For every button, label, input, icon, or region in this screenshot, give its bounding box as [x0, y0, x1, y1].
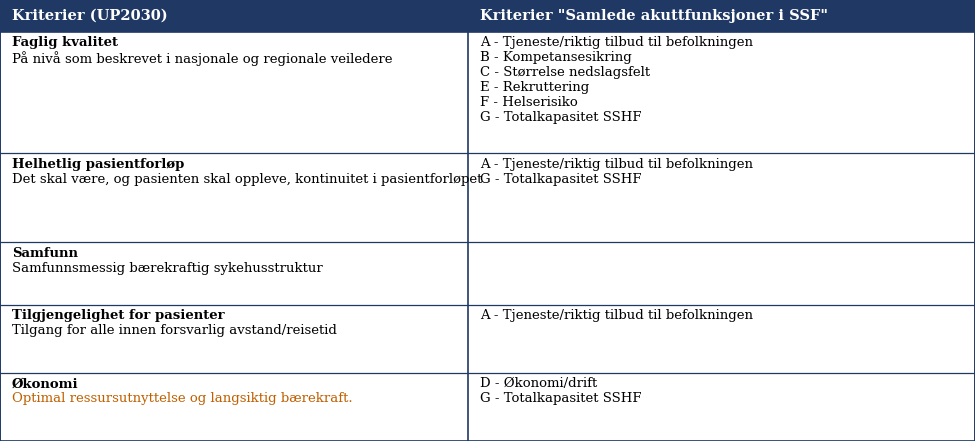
Text: C - Størrelse nedslagsfelt: C - Størrelse nedslagsfelt	[480, 66, 649, 79]
Bar	[0, 153, 468, 242]
Text: Optimal ressursutnyttelse og langsiktig bærekraft.: Optimal ressursutnyttelse og langsiktig …	[12, 392, 352, 405]
Bar	[468, 32, 975, 153]
Bar	[468, 153, 975, 242]
Text: F - Helserisiko: F - Helserisiko	[480, 96, 577, 109]
Text: Faglig kvalitet: Faglig kvalitet	[12, 36, 118, 49]
Text: På nivå som beskrevet i nasjonale og regionale veiledere: På nivå som beskrevet i nasjonale og reg…	[12, 51, 392, 66]
Text: Tilgang for alle innen forsvarlig avstand/reisetid: Tilgang for alle innen forsvarlig avstan…	[12, 324, 336, 337]
Bar	[468, 373, 975, 441]
Bar	[468, 305, 975, 373]
Text: Helhetlig pasientforløp: Helhetlig pasientforløp	[12, 158, 184, 171]
Text: Samfunnsmessig bærekraftig sykehusstruktur: Samfunnsmessig bærekraftig sykehusstrukt…	[12, 262, 323, 275]
Text: G - Totalkapasitet SSHF: G - Totalkapasitet SSHF	[480, 173, 642, 186]
Bar	[0, 305, 468, 373]
Text: Samfunn: Samfunn	[12, 247, 78, 260]
Text: A - Tjeneste/riktig tilbud til befolkningen: A - Tjeneste/riktig tilbud til befolknin…	[480, 36, 753, 49]
Text: A - Tjeneste/riktig tilbud til befolkningen: A - Tjeneste/riktig tilbud til befolknin…	[480, 158, 753, 171]
Bar	[0, 373, 468, 441]
Text: Kriterier (UP2030): Kriterier (UP2030)	[12, 9, 168, 23]
Text: G - Totalkapasitet SSHF: G - Totalkapasitet SSHF	[480, 392, 642, 405]
Text: Kriterier "Samlede akuttfunksjoner i SSF": Kriterier "Samlede akuttfunksjoner i SSF…	[480, 9, 828, 23]
Bar	[0, 32, 468, 153]
Bar	[0, 0, 468, 32]
Bar	[468, 0, 975, 32]
Text: B - Kompetansesikring: B - Kompetansesikring	[480, 51, 632, 64]
Bar	[468, 242, 975, 305]
Text: G - Totalkapasitet SSHF: G - Totalkapasitet SSHF	[480, 111, 642, 124]
Text: Tilgjengelighet for pasienter: Tilgjengelighet for pasienter	[12, 309, 224, 322]
Text: Økonomi: Økonomi	[12, 377, 78, 390]
Text: Det skal være, og pasienten skal oppleve, kontinuitet i pasientforløpet: Det skal være, og pasienten skal oppleve…	[12, 173, 482, 186]
Bar	[0, 242, 468, 305]
Text: E - Rekruttering: E - Rekruttering	[480, 81, 589, 94]
Text: A - Tjeneste/riktig tilbud til befolkningen: A - Tjeneste/riktig tilbud til befolknin…	[480, 309, 753, 322]
Text: D - Økonomi/drift: D - Økonomi/drift	[480, 377, 597, 390]
